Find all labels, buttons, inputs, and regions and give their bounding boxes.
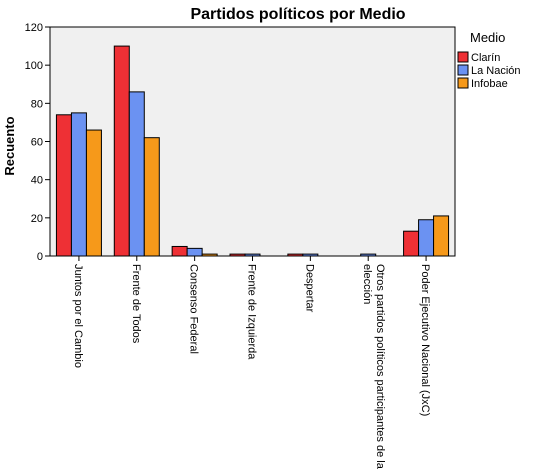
bar-clar-n-3 [229, 253, 246, 257]
bar-clar-n-2 [171, 245, 188, 257]
y-tick-label: 60 [31, 137, 43, 149]
bar-infobae-6 [433, 215, 450, 257]
bar-la-naci-n-6 [418, 219, 435, 257]
x-tick-label-line: Juntos por el Cambio [72, 264, 84, 368]
y-axis-label: Recuento [2, 116, 17, 175]
bar-la-naci-n-0 [70, 112, 87, 257]
legend-label: La Nación [471, 65, 521, 77]
legend-swatch [457, 64, 469, 76]
bar-infobae-2 [201, 253, 218, 257]
x-tick-label-line: elección [361, 264, 373, 304]
bar-infobae-0 [85, 129, 102, 257]
axes-group: 0 20 40 60 80 100 120 Juntos por el Cambio Frent… [25, 22, 431, 470]
x-tick-label: Frente de Todos [130, 264, 142, 344]
x-tick-label-line: Frente de Izquierda [246, 264, 258, 360]
x-tick-label-line: Consenso Federal [188, 264, 200, 354]
bar-infobae-1 [143, 137, 160, 257]
bar-la-naci-n-3 [244, 253, 261, 257]
y-tick-label: 0 [37, 251, 43, 263]
bar-la-naci-n-5 [360, 253, 377, 257]
bar-clar-n-1 [113, 45, 130, 257]
x-tick-label-line: Despertar [303, 264, 315, 313]
x-tick-label-line: Poder Ejecutivo Nacional (JxC) [419, 264, 431, 416]
x-tick-label: Frente de Izquierda [246, 264, 258, 360]
y-tick-label: 80 [31, 98, 43, 110]
bar-clar-n-0 [55, 114, 72, 257]
bars-group [55, 45, 450, 257]
bar-la-naci-n-2 [186, 247, 203, 257]
legend-label: Clarín [471, 52, 500, 64]
plot-area [49, 26, 456, 257]
x-tick-label: Poder Ejecutivo Nacional (JxC) [419, 264, 431, 416]
bar-la-naci-n-4 [302, 253, 319, 257]
x-tick-label-line: Otros partidos políticos participantes d… [374, 264, 386, 470]
y-tick-label: 100 [25, 60, 43, 72]
legend-title: Medio [470, 30, 505, 45]
legend-swatch [457, 51, 469, 63]
x-tick-label: Juntos por el Cambio [72, 264, 84, 368]
y-tick-label: 40 [31, 175, 43, 187]
x-tick-label: Despertar [303, 264, 315, 313]
bar-clar-n-4 [287, 253, 304, 257]
x-tick-label-line: Frente de Todos [130, 264, 142, 344]
y-tick-label: 20 [31, 213, 43, 225]
legend-label: Infobae [471, 78, 508, 90]
x-tick-label: Otros partidos políticos participantes d… [361, 264, 386, 470]
x-tick-label: Consenso Federal [188, 264, 200, 354]
chart-title: Partidos políticos por Medio [190, 6, 405, 23]
bar-la-naci-n-1 [128, 91, 145, 257]
y-tick-label: 120 [25, 22, 43, 34]
bar-clar-n-6 [403, 230, 420, 257]
legend-swatch [457, 77, 469, 89]
